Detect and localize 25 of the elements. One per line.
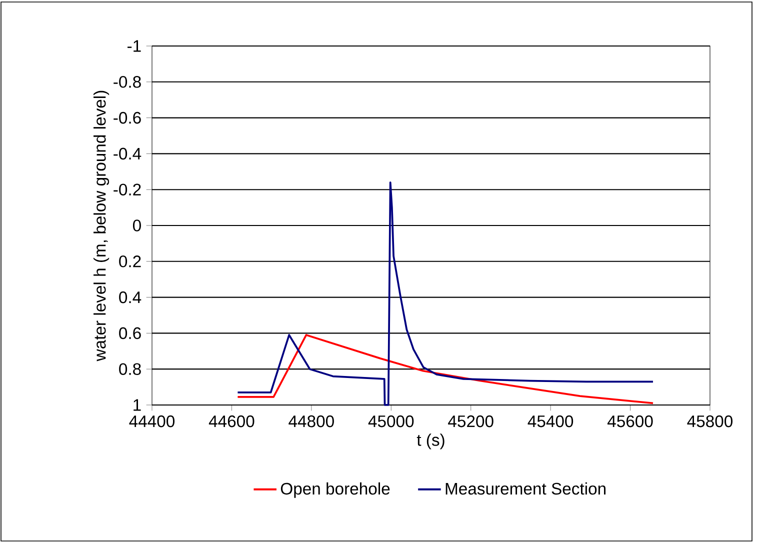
y-tick-label: -0.6 [114,112,141,124]
line-series [236,181,654,406]
x-tick-label: 44600 [208,415,254,428]
y-tick-label: -0.2 [114,184,141,196]
x-tick-label: 45800 [687,415,732,428]
y-tick-label: 0.8 [119,363,141,375]
y-tick-label: 0.2 [119,256,141,268]
y-tick-label: -0.4 [114,148,142,160]
x-tick-label: 45200 [448,415,494,428]
x-tick-label: 45400 [528,415,574,428]
y-tick-label: 1 [134,399,141,411]
y-tick-label: 0 [132,220,141,232]
x-tick-label: 45600 [607,415,653,428]
line-series [236,334,654,404]
y-tick-label: 0.4 [119,291,142,304]
x-tick-label: 45000 [368,415,414,428]
x-tick-label: 44400 [129,415,175,428]
y-tick-label: -1 [128,40,141,52]
legend-label: Open borehole [280,482,390,498]
legend-label: Measurement Section [446,482,606,495]
x-axis-title: t (s) [416,434,444,450]
x-tick-label: 44800 [288,415,334,428]
y-axis-title: water level h (m, below ground level) [94,90,110,362]
y-tick-label: -0.8 [114,76,141,88]
y-tick-label: 0.6 [119,327,141,340]
